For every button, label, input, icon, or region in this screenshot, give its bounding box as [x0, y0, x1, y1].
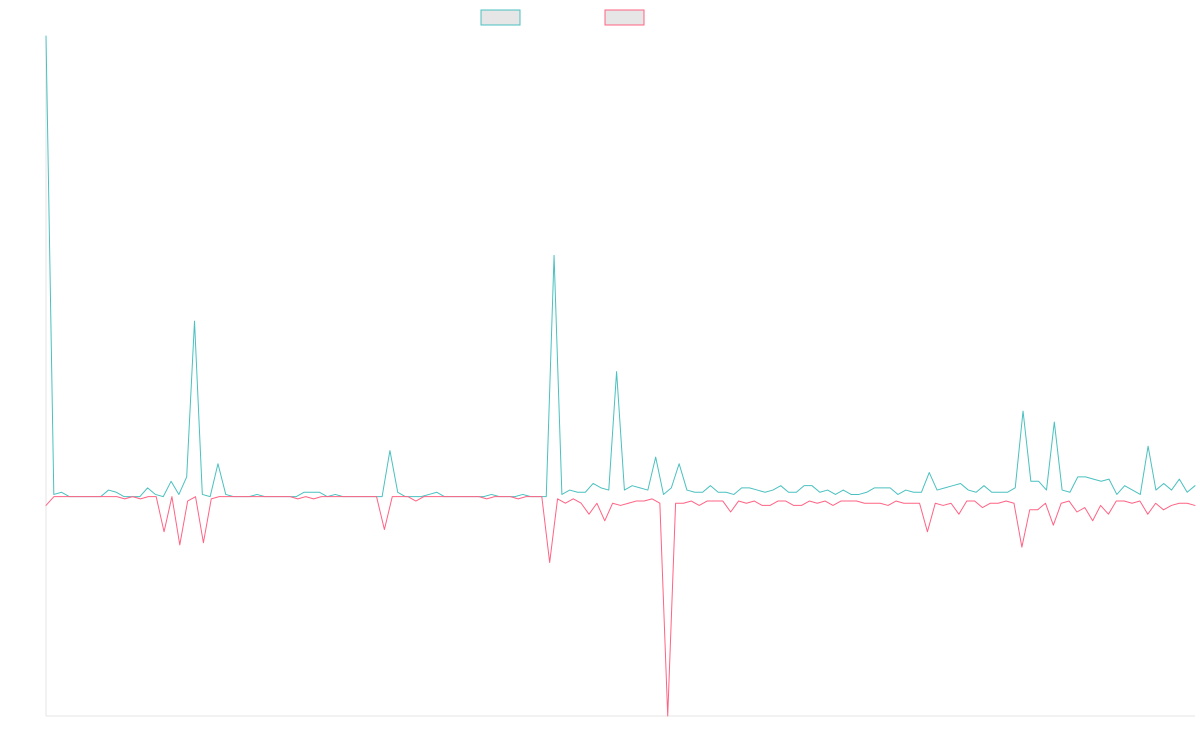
series-line-2 — [45, 496, 1196, 717]
series-lines — [45, 35, 1196, 717]
legend-swatch-2[interactable] — [604, 9, 645, 26]
legend — [480, 9, 645, 26]
legend-swatch-1[interactable] — [480, 9, 521, 26]
series-line-1 — [45, 35, 1196, 498]
axes — [45, 36, 1195, 717]
